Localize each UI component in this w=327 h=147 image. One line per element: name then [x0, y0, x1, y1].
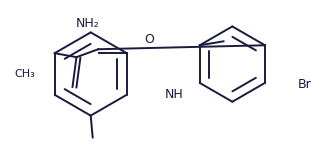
Text: O: O: [144, 33, 154, 46]
Text: CH₃: CH₃: [14, 69, 35, 79]
Text: NH: NH: [164, 88, 183, 101]
Text: NH₂: NH₂: [76, 17, 100, 30]
Text: Br: Br: [298, 78, 312, 91]
